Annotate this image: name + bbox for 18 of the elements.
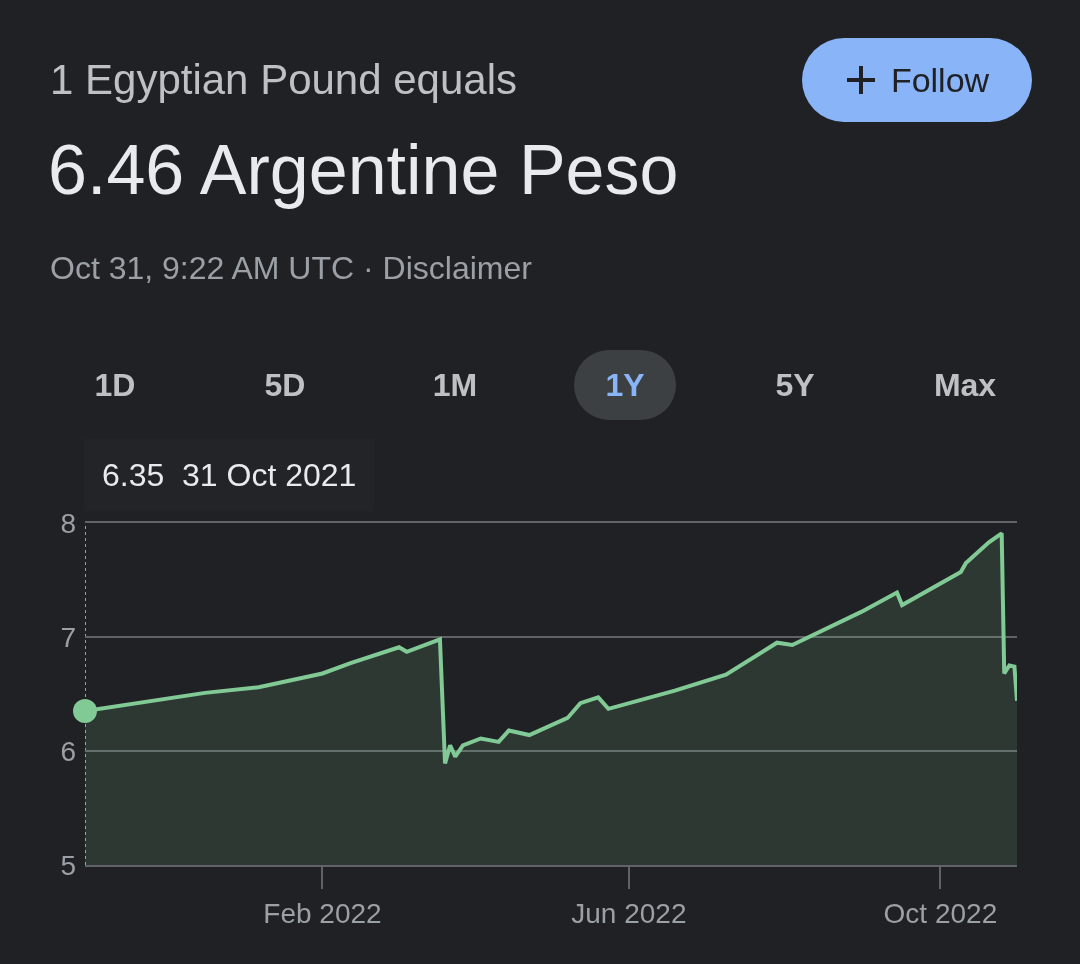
text: Follow	[890, 60, 990, 100]
chart-title: 6.46 Argentine Peso	[48, 130, 679, 210]
y-tick-label: 8	[60, 507, 76, 539]
y-tick-label: 6	[60, 735, 76, 767]
x-tick-label: Oct 2022	[883, 897, 998, 929]
text: 1D	[93, 365, 137, 405]
text: 6.35 31 Oct 2021	[102, 457, 357, 493]
text: 1Y	[574, 350, 676, 420]
text: Oct 31, 9:22 AM UTC · Disclaimer	[50, 250, 532, 287]
x-tick-label: Jun 2022	[571, 897, 687, 929]
y-tick-label: 5	[60, 849, 76, 881]
y-tick-label: 7	[60, 621, 76, 653]
text: Max	[932, 365, 998, 405]
text: 5Y	[774, 365, 816, 405]
x-tick-label: Feb 2022	[263, 897, 382, 929]
chart-subtitle: 1 Egyptian Pound equals	[50, 56, 518, 104]
text: 1M	[431, 365, 479, 405]
text: 5D	[263, 365, 307, 405]
